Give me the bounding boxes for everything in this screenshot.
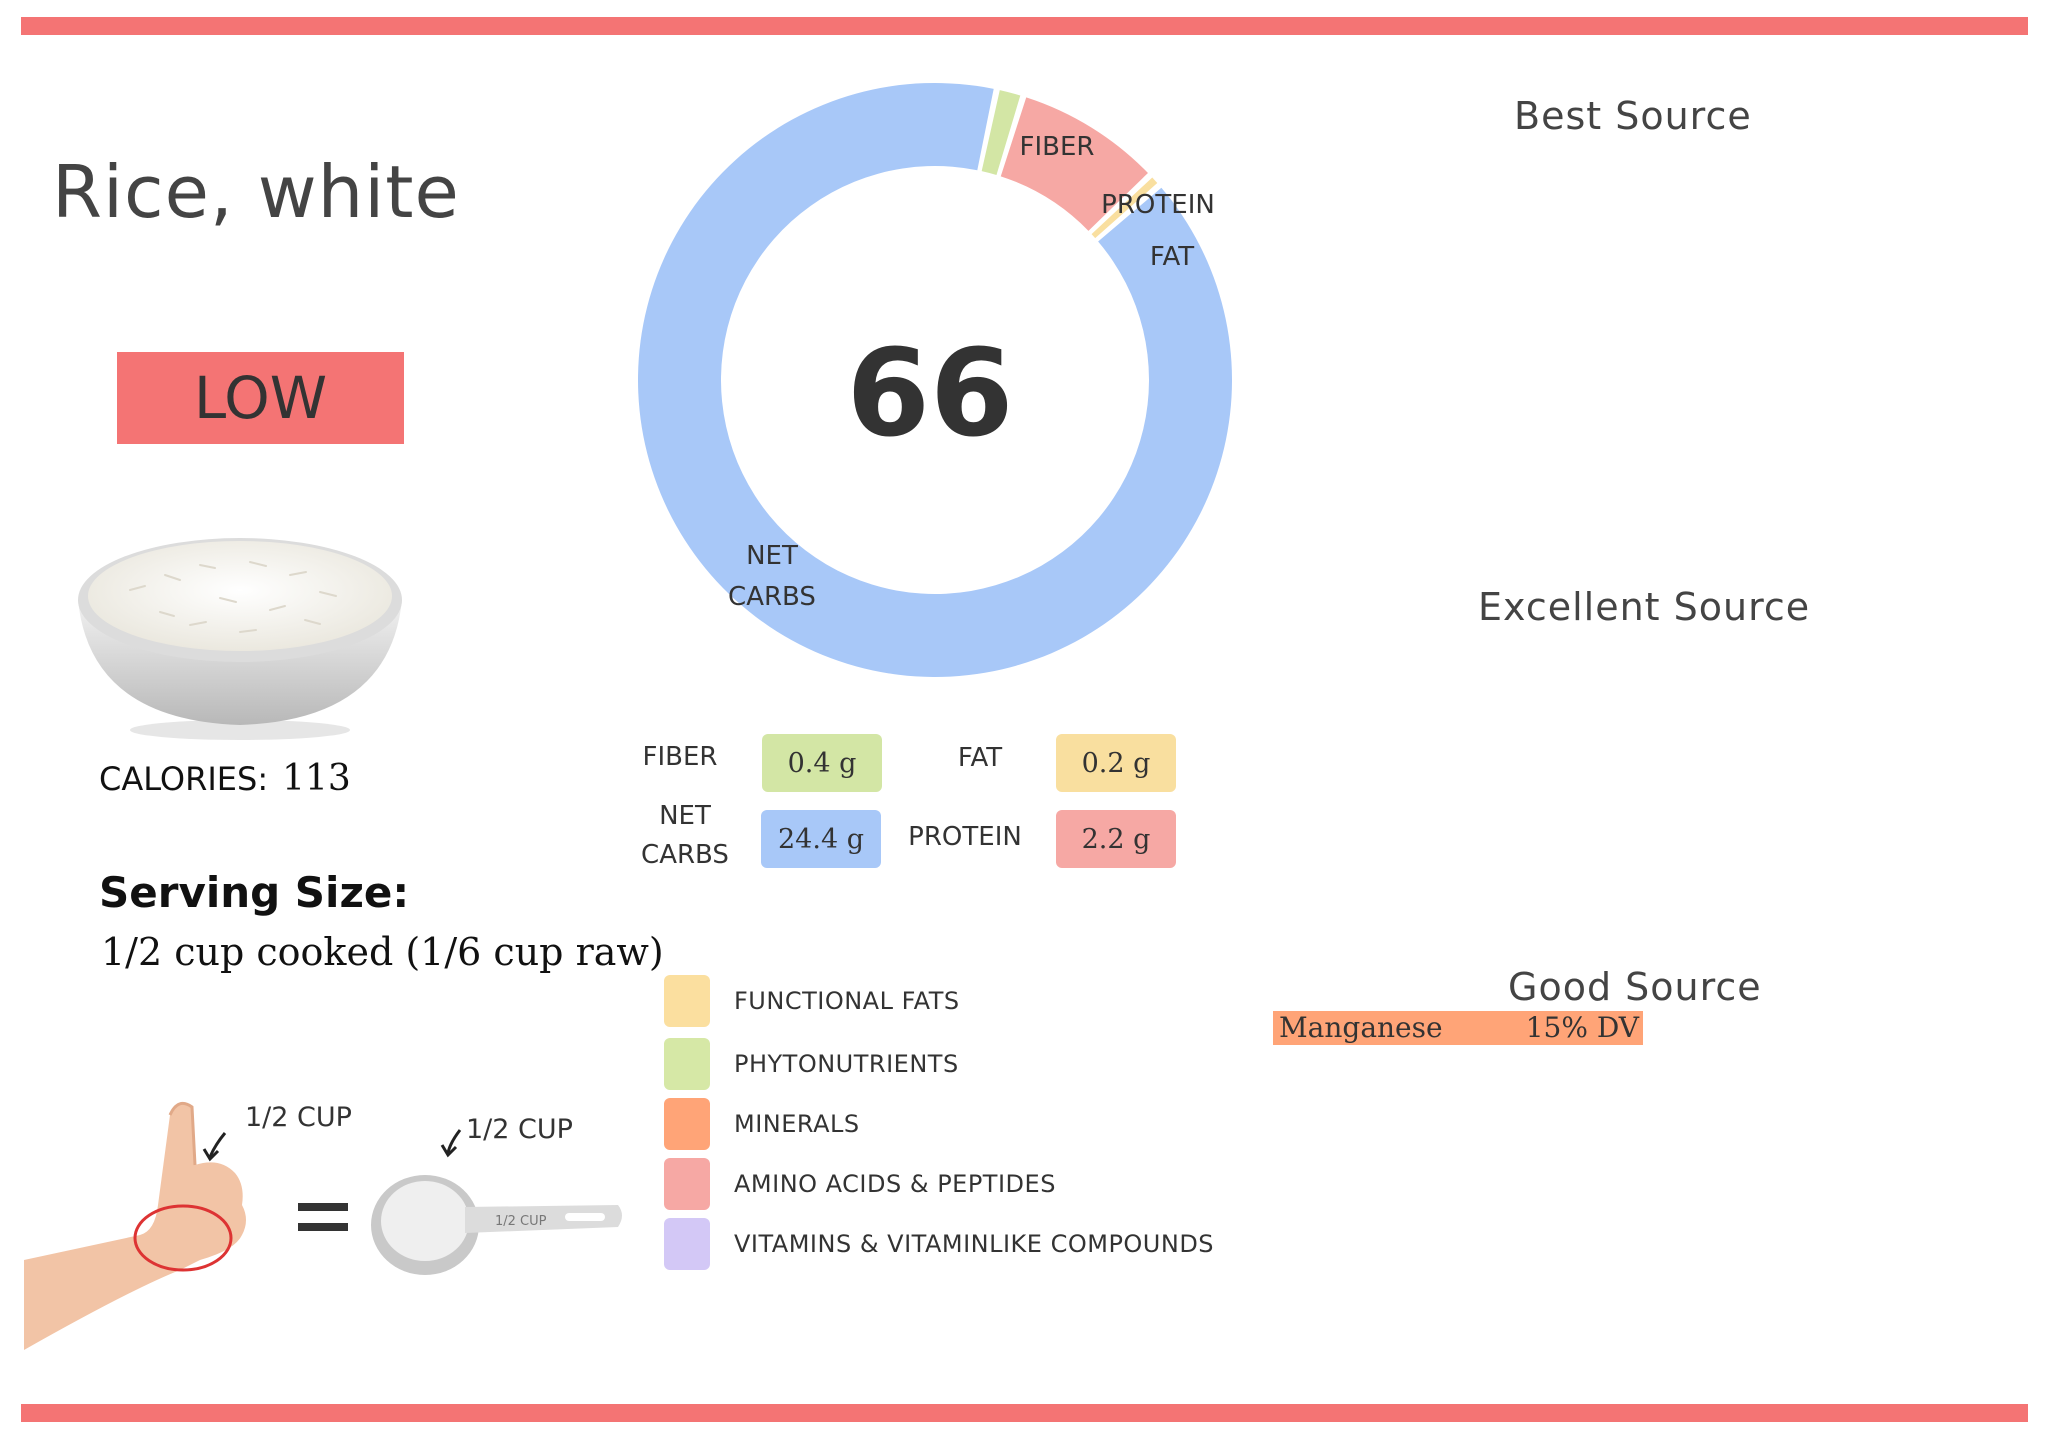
donut-slice-protein [1000,97,1148,231]
legend-swatch [664,1218,710,1270]
calories-row: CALORIES: 113 [99,758,351,799]
fiber-label: FIBER [642,742,718,772]
macro-donut-chart: 66 FIBER PROTEIN FAT NET CARBS [638,82,1232,677]
legend-item-minerals: MINERALS [664,1098,860,1150]
fat-value-pill: 0.2 g [1056,734,1176,792]
legend-label: MINERALS [734,1110,860,1138]
fat-value: 0.2 g [1081,747,1151,779]
fat-label: FAT [957,743,1003,773]
fiber-value-pill: 0.4 g [762,734,882,792]
donut-label-protein: PROTEIN [1101,190,1215,220]
legend-label: VITAMINS & VITAMINLIKE COMPOUNDS [734,1230,1215,1258]
donut-label-fiber: FIBER [1020,132,1095,162]
serving-size-title: Serving Size: [99,868,410,917]
protein-label: PROTEIN [908,822,1022,852]
good-source-nutrient: Manganese [1279,1011,1443,1044]
legend-item-vitamins: VITAMINS & VITAMINLIKE COMPOUNDS [664,1218,1214,1270]
legend-swatch [664,975,710,1027]
best-source-title: Best Source [1514,94,1752,138]
protein-value-pill: 2.2 g [1056,810,1176,868]
legend-swatch [664,1098,710,1150]
good-source-item: Manganese 15% DV [1273,1011,1643,1045]
donut-slice-fiber [981,90,1021,176]
donut-label-net-carbs-1: NET [746,541,798,571]
food-title: Rice, white [52,150,460,234]
donut-label-net-carbs-2: CARBS [728,582,816,612]
good-source-dv: 15% DV [1525,1011,1639,1044]
legend-label: PHYTONUTRIENTS [734,1050,959,1078]
net-carbs-label: NET CARBS [625,797,745,875]
legend-item-amino-acids: AMINO ACIDS & PEPTIDES [664,1158,1056,1210]
cup-handle-text: 1/2 CUP [495,1214,547,1229]
excellent-source-title: Excellent Source [1478,585,1811,629]
net-carbs-value-pill: 24.4 g [761,810,881,868]
net-carbs-value: 24.4 g [778,823,864,855]
calories-label: CALORIES: [99,760,269,798]
hand-cup-label: 1/2 CUP [245,1102,352,1133]
legend-label: AMINO ACIDS & PEPTIDES [734,1170,1056,1198]
top-accent-bar [21,17,2028,35]
net-carbs-label-line1: NET [659,801,711,831]
score-value: 66 [847,325,1014,464]
rating-badge: LOW [117,352,404,444]
donut-label-fat: FAT [1150,242,1194,272]
donut-slice-fat [1091,177,1158,239]
net-carbs-label-line2: CARBS [641,840,729,870]
legend-label: FUNCTIONAL FATS [734,987,960,1015]
serving-size-value: 1/2 cup cooked (1/6 cup raw) [101,930,664,974]
rice-bowl-image [78,538,402,740]
protein-value: 2.2 g [1081,823,1151,855]
legend-item-functional-fats: FUNCTIONAL FATS [664,975,960,1027]
legend-swatch [664,1038,710,1090]
calories-value: 113 [282,758,351,799]
legend-item-phytonutrients: PHYTONUTRIENTS [664,1038,959,1090]
hand-cup-illustration [24,1101,622,1350]
legend-swatch [664,1158,710,1210]
fiber-value: 0.4 g [787,747,857,779]
measuring-cup-label: 1/2 CUP [466,1114,573,1145]
rating-text: LOW [193,364,328,432]
good-source-title: Good Source [1508,965,1762,1009]
bottom-accent-bar [21,1404,2028,1422]
